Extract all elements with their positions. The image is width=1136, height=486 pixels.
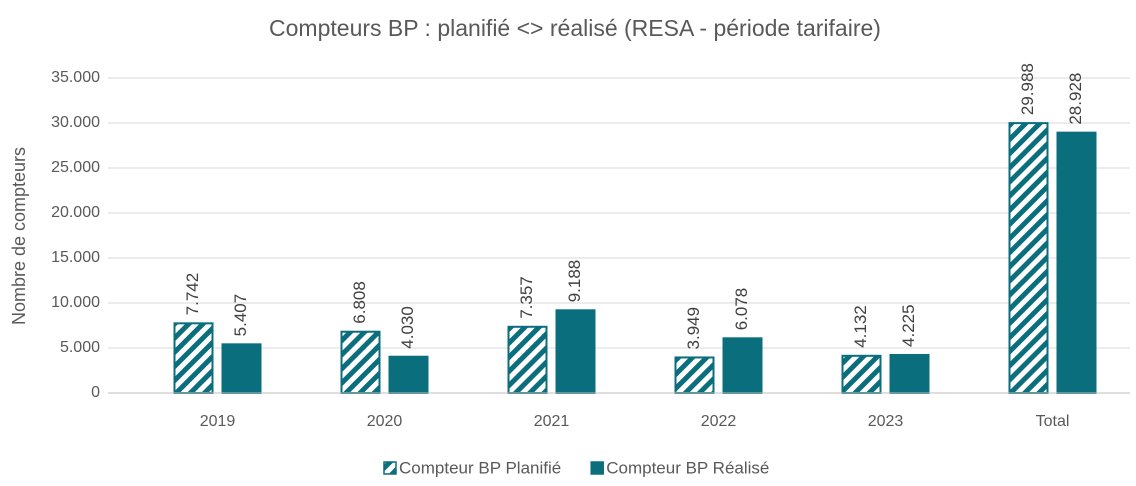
y-tick-label: 30.000	[51, 114, 100, 131]
bar	[388, 355, 429, 395]
legend-swatch	[590, 461, 604, 475]
y-axis-label: Nombre de compteurs	[9, 147, 29, 325]
y-tick-label: 5.000	[60, 339, 100, 356]
legend-swatch	[383, 461, 397, 475]
bar	[841, 354, 882, 395]
bar	[1056, 131, 1097, 394]
data-label: 3.949	[684, 307, 703, 350]
bar	[507, 325, 548, 394]
y-tick-label: 10.000	[51, 294, 100, 311]
x-tick-label: 2022	[701, 413, 737, 430]
bar	[173, 322, 214, 394]
chart-title: Compteurs BP : planifié <> réalisé (RESA…	[269, 15, 881, 41]
data-label: 4.030	[398, 306, 417, 349]
x-tick-label: 2023	[868, 413, 904, 430]
y-tick-label: 25.000	[51, 159, 100, 176]
data-label: 29.988	[1018, 63, 1037, 115]
x-tick-label: 2020	[367, 413, 403, 430]
data-label: 7.357	[517, 276, 536, 319]
y-tick-label: 20.000	[51, 204, 100, 221]
data-label: 7.742	[183, 273, 202, 316]
bar	[889, 353, 930, 395]
data-label: 5.407	[231, 294, 250, 337]
x-tick-label: Total	[1036, 413, 1070, 430]
y-tick-label: 35.000	[51, 69, 100, 86]
legend-label: Compteur BP Réalisé	[606, 458, 769, 477]
bar	[1008, 122, 1049, 394]
bar	[221, 343, 262, 395]
bar	[674, 356, 715, 395]
bar	[555, 309, 596, 395]
x-tick-label: 2021	[534, 413, 570, 430]
y-tick-label: 15.000	[51, 249, 100, 266]
data-label: 4.132	[851, 305, 870, 348]
data-label: 28.928	[1066, 73, 1085, 125]
data-label: 6.078	[732, 288, 751, 331]
x-tick-label: 2019	[200, 413, 236, 430]
bar	[340, 330, 381, 394]
y-tick-label: 0	[91, 384, 100, 401]
data-label: 4.225	[899, 304, 918, 347]
legend-label: Compteur BP Planifié	[399, 458, 561, 477]
bar	[722, 337, 763, 395]
data-label: 6.808	[350, 281, 369, 324]
data-label: 9.188	[565, 260, 584, 303]
